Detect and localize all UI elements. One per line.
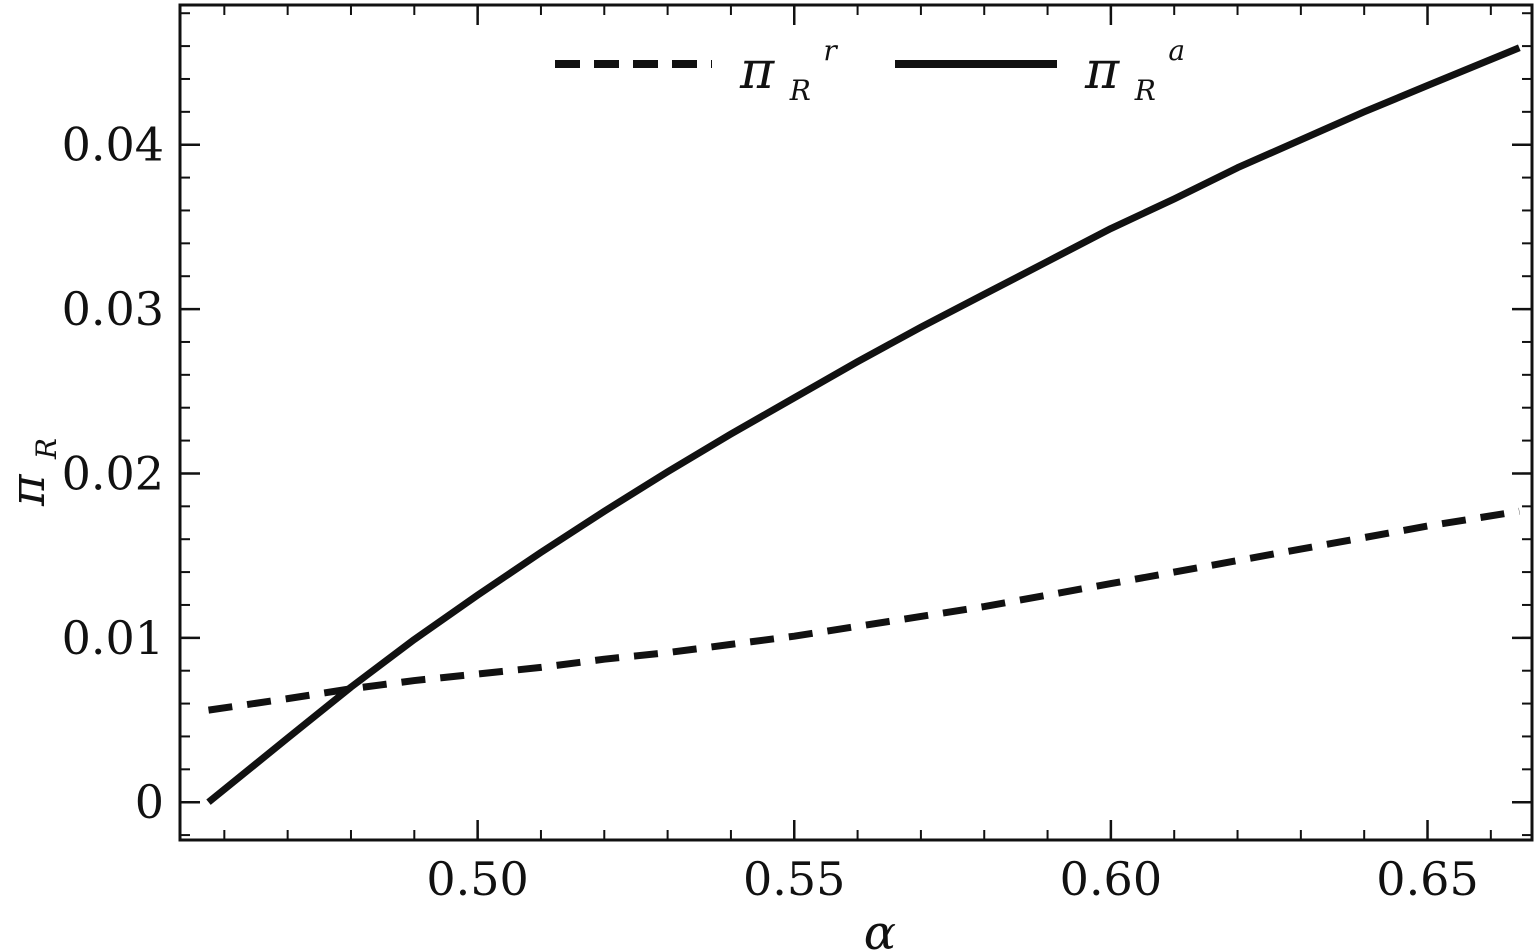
y-axis-label-symbol: π (0, 473, 56, 507)
y-tick-label: 0 (135, 775, 164, 829)
x-tick-label: 0.60 (1060, 852, 1162, 906)
x-tick-labels: 0.50 0.55 0.60 0.65 (426, 852, 1478, 906)
legend-0-superscript: r (823, 34, 838, 67)
y-tick-labels: 0 0.01 0.02 0.03 0.04 (62, 118, 164, 829)
x-tick-label: 0.55 (743, 852, 845, 906)
y-axis-label: π R (0, 438, 63, 507)
y-tick-label: 0.04 (62, 118, 164, 172)
series-line-pi-r-r (207, 507, 1520, 714)
x-axis-label: α (864, 905, 896, 951)
series-line-pi-r-a (206, 44, 1521, 805)
legend-1-superscript: a (1168, 34, 1185, 67)
major-ticks (180, 5, 1532, 840)
legend-1-subscript: R (1134, 74, 1156, 107)
legend: π R r π R a (555, 34, 1185, 113)
y-tick-label: 0.03 (62, 282, 164, 336)
plot-frame (178, 3, 1534, 842)
legend-entry-pi-r-r: π R r (739, 34, 838, 113)
legend-0-subscript: R (789, 74, 811, 107)
y-tick-label: 0.01 (62, 611, 164, 665)
y-axis-label-subscript: R (30, 438, 63, 460)
legend-entry-pi-r-a: π R a (1084, 34, 1185, 113)
series-layer (206, 44, 1521, 805)
y-tick-label: 0.02 (62, 446, 164, 500)
x-tick-label: 0.65 (1376, 852, 1478, 906)
legend-0-symbol: π (739, 41, 775, 101)
x-tick-label: 0.50 (426, 852, 528, 906)
legend-1-symbol: π (1084, 41, 1120, 101)
y-axis-label-group: π R (0, 438, 63, 507)
